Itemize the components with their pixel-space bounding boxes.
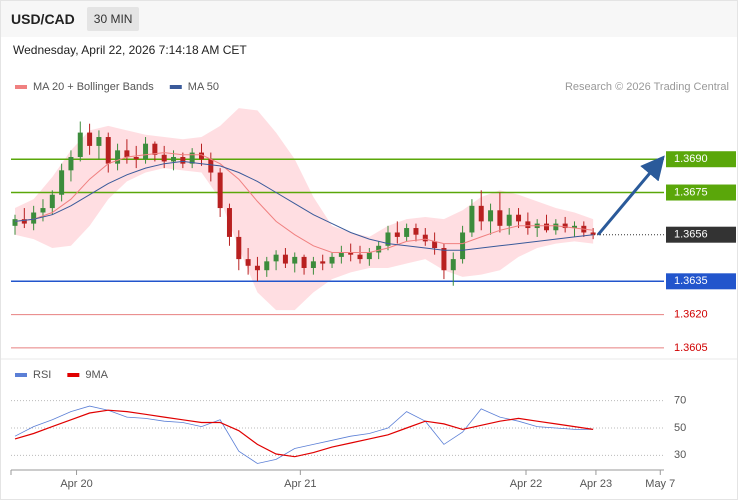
x-tick-label: Apr 21: [284, 478, 316, 490]
candle-body: [469, 205, 475, 233]
timeframe-button[interactable]: 30 MIN: [86, 7, 140, 31]
candle-body: [506, 214, 512, 226]
candle-body: [133, 157, 139, 160]
candle-body: [59, 170, 65, 195]
candle-body: [161, 154, 167, 162]
candle-body: [404, 228, 410, 237]
legend-swatch: [15, 85, 27, 89]
candle-body: [329, 256, 335, 264]
candle-body: [394, 232, 400, 237]
level-box: [666, 226, 736, 243]
level-label: 1.3656: [674, 229, 708, 241]
candle-body: [273, 254, 279, 262]
candle-body: [236, 236, 242, 260]
candle-body: [450, 259, 456, 271]
candle-body: [77, 132, 83, 158]
x-tick-label: May 7: [645, 478, 675, 490]
level-label: 1.3675: [674, 186, 708, 198]
candle-body: [366, 252, 372, 260]
symbol: USD/CAD: [11, 11, 75, 27]
candle-body: [553, 223, 559, 231]
candle-body: [217, 172, 223, 209]
candle-body: [348, 252, 354, 255]
rsi-line: [14, 405, 594, 464]
candle-body: [478, 205, 484, 222]
candle-body: [460, 232, 466, 260]
candle-body: [171, 157, 177, 162]
ma-line: [14, 160, 594, 251]
y-tick-label: 50: [674, 422, 686, 434]
legend-swatch: [15, 373, 27, 377]
candle-body: [292, 256, 298, 264]
legend-swatch: [67, 373, 80, 377]
candle-body: [189, 152, 195, 164]
candle-body: [68, 157, 74, 171]
level-label: 1.3690: [674, 153, 708, 165]
candle-body: [441, 248, 447, 271]
candle-body: [301, 256, 307, 268]
candle-body: [497, 210, 503, 226]
candle-body: [282, 254, 288, 264]
candle-body: [320, 261, 326, 264]
forecast-arrow: [596, 155, 665, 236]
candle-body: [96, 137, 102, 146]
candle-body: [432, 241, 438, 249]
level-box: [666, 151, 736, 168]
x-tick-label: Apr 22: [510, 478, 542, 490]
candle-body: [516, 214, 522, 222]
level-box: [666, 273, 736, 290]
level-label: 1.3605: [674, 342, 708, 354]
candle-body: [87, 132, 93, 146]
candle-body: [152, 143, 158, 155]
legend-label: MA 20 + Bollinger Bands: [33, 81, 154, 93]
legend-label: 9MA: [85, 369, 108, 381]
candle-body: [264, 261, 270, 271]
candle-body: [31, 212, 37, 224]
candle-body: [115, 150, 121, 164]
candle-body: [105, 137, 111, 164]
candle-body: [49, 194, 55, 209]
level-box: [666, 184, 736, 201]
y-tick-label: 30: [674, 449, 686, 461]
level-label: 1.3635: [674, 275, 708, 287]
candle-body: [310, 261, 316, 268]
candle-body: [376, 245, 382, 253]
timestamp: Wednesday, April 22, 2026 7:14:18 AM CET: [13, 43, 247, 57]
candle-body: [385, 232, 391, 246]
candle-body: [208, 159, 214, 173]
candle-body: [245, 259, 251, 266]
candle-body: [226, 208, 232, 237]
legend-swatch: [169, 85, 182, 89]
credit: Research © 2026 Trading Central: [565, 81, 729, 93]
candle-body: [143, 143, 149, 160]
candle-body: [338, 252, 344, 257]
candle-body: [124, 150, 130, 158]
candle-body: [488, 210, 494, 222]
candle-body: [198, 152, 204, 160]
x-tick-label: Apr 20: [60, 478, 92, 490]
candle-body: [21, 219, 27, 224]
candle-body: [254, 265, 260, 271]
candle-body: [544, 223, 550, 231]
rsi-line: [14, 409, 594, 458]
ma-line: [14, 152, 594, 253]
x-tick-label: Apr 23: [580, 478, 612, 490]
candle-body: [40, 208, 46, 213]
legend-label: MA 50: [188, 81, 219, 93]
candle-body: [180, 157, 186, 164]
candle-body: [590, 232, 596, 235]
y-tick-label: 70: [674, 395, 686, 407]
candle-body: [12, 219, 18, 226]
candle-body: [413, 228, 419, 235]
candle-body: [357, 254, 363, 260]
toolbar: USD/CAD 30 MIN: [1, 1, 737, 37]
candle-body: [525, 221, 531, 229]
candle-body: [571, 225, 577, 229]
candle-body: [562, 223, 568, 229]
legend-label: RSI: [33, 369, 51, 381]
level-label: 1.3620: [674, 309, 708, 321]
candle-body: [422, 234, 428, 242]
